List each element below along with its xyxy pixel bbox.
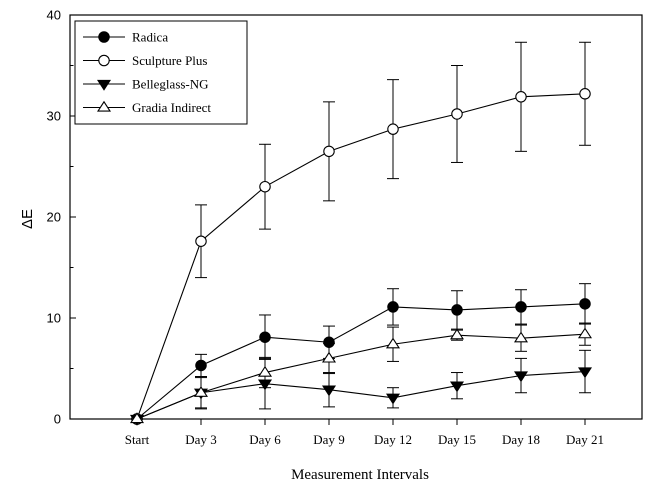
- y-tick-label: 20: [47, 210, 61, 225]
- data-point: [579, 298, 591, 310]
- series-line-radica: [136, 303, 586, 420]
- data-point: [257, 365, 273, 377]
- legend-label: Radica: [132, 30, 168, 45]
- series-line-sculpture-plus: [136, 93, 586, 420]
- data-point: [451, 304, 463, 316]
- data-point: [195, 235, 207, 247]
- data-point: [577, 367, 593, 379]
- series-line-belleglass-ng: [136, 370, 586, 420]
- legend-item: Sculpture Plus: [83, 53, 207, 68]
- y-axis-title: ΔE: [19, 209, 36, 229]
- data-point: [513, 371, 529, 383]
- x-axis-title: Measurement Intervals: [291, 467, 429, 483]
- data-point: [321, 385, 337, 397]
- data-point: [321, 351, 337, 363]
- legend-marker: [96, 79, 112, 91]
- series-belleglass-ng: [129, 349, 593, 426]
- axes: 0 10 20 30 40 Start Day 3 Day 6 Day 9 Day 12 Day 1…: [47, 8, 643, 447]
- data-point: [449, 328, 465, 340]
- y-tick-label: 30: [47, 109, 61, 124]
- data-point: [129, 412, 145, 424]
- data-point: [449, 381, 465, 393]
- x-tick-label: Day 3: [185, 432, 216, 447]
- x-tick-label: Day 18: [502, 432, 540, 447]
- legend-label: Gradia Indirect: [132, 100, 211, 115]
- y-tick-label: 40: [47, 8, 61, 23]
- data-point: [577, 327, 593, 339]
- legend-marker: [98, 31, 110, 43]
- legend-marker: [98, 54, 110, 67]
- x-tick-label: Day 9: [313, 432, 344, 447]
- x-tick-label: Day 21: [566, 432, 604, 447]
- x-tick-label: Day 6: [249, 432, 281, 447]
- x-tick-label: Start: [125, 432, 150, 447]
- data-point: [193, 386, 209, 397]
- data-point: [515, 91, 527, 103]
- legend-item: Gradia Indirect: [83, 100, 211, 115]
- data-point: [387, 123, 399, 135]
- legend-label: Sculpture Plus: [132, 53, 207, 68]
- series-line-gradia-indirect: [136, 333, 586, 420]
- data-point: [259, 331, 271, 343]
- legend-item: Belleglass-NG: [83, 77, 209, 92]
- legend-marker: [96, 100, 112, 112]
- data-point: [385, 337, 401, 349]
- y-tick-label: 0: [54, 412, 61, 427]
- data-point: [195, 359, 207, 372]
- data-point: [259, 180, 271, 193]
- legend-item: Radica: [83, 30, 168, 45]
- data-point: [579, 88, 591, 100]
- data-point: [387, 301, 399, 313]
- data-point: [451, 108, 463, 120]
- data-point: [323, 145, 335, 158]
- legend-label: Belleglass-NG: [132, 77, 209, 92]
- data-point: [515, 301, 527, 313]
- series-sculpture-plus: [131, 41, 591, 425]
- data-point: [385, 393, 401, 405]
- legend: Radica Sculpture Plus Belleglass-NG Gradia …: [74, 20, 248, 125]
- series-layer: [129, 41, 593, 426]
- series-gradia-indirect: [129, 322, 593, 424]
- y-tick-label: 10: [47, 311, 61, 326]
- data-point: [513, 331, 529, 343]
- x-tick-label: Day 12: [374, 432, 412, 447]
- x-tick-label: Day 15: [438, 432, 476, 447]
